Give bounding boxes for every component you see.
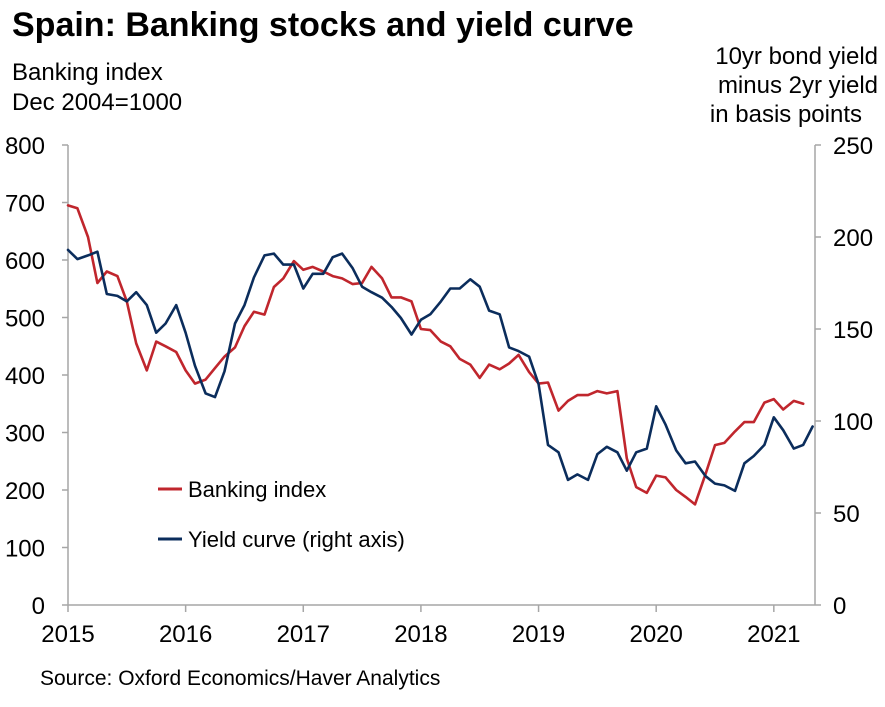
legend-yield-label: Yield curve (right axis) bbox=[188, 527, 405, 552]
left-axis-label-line-1: Banking index bbox=[12, 59, 163, 86]
y-left-tick-label: 100 bbox=[5, 536, 45, 563]
y-left-tick-label: 500 bbox=[5, 306, 45, 333]
x-tick-label: 2017 bbox=[277, 621, 330, 648]
y-right-tick-label: 100 bbox=[833, 409, 873, 436]
right-axis-label-line-3: in basis points bbox=[710, 101, 862, 128]
left-axis-label-line-2: Dec 2004=1000 bbox=[12, 89, 182, 116]
x-tick-label: 2018 bbox=[394, 621, 447, 648]
right-axis-label-line-1: 10yr bond yield bbox=[715, 43, 878, 70]
legend-banking-label: Banking index bbox=[188, 477, 326, 502]
y-left-tick-label: 800 bbox=[5, 133, 45, 160]
axes: 0 100 200 300 400 500 600 700 800 0 50 100 150 200 250… bbox=[5, 133, 873, 648]
x-tick-label: 2016 bbox=[159, 621, 212, 648]
x-tick-label: 2021 bbox=[747, 621, 800, 648]
right-axis-label-line-2: minus 2yr yield bbox=[718, 72, 878, 99]
banking-index-line bbox=[66, 204, 805, 506]
y-left-tick-label: 300 bbox=[5, 421, 45, 448]
x-tick-label: 2020 bbox=[629, 621, 682, 648]
y-right-tick-label: 250 bbox=[833, 133, 873, 160]
y-right-tick-label: 200 bbox=[833, 225, 873, 252]
yield-curve-line bbox=[66, 248, 814, 493]
y-right-tick-label: 50 bbox=[833, 501, 860, 528]
y-left-tick-label: 0 bbox=[32, 593, 45, 620]
x-tick-label: 2015 bbox=[41, 621, 94, 648]
y-right-tick-label: 150 bbox=[833, 317, 873, 344]
chart-title: Spain: Banking stocks and yield curve bbox=[12, 6, 634, 44]
x-tick-label: 2019 bbox=[512, 621, 565, 648]
source-note: Source: Oxford Economics/Haver Analytics bbox=[40, 667, 440, 690]
y-left-tick-label: 200 bbox=[5, 478, 45, 505]
y-left-tick-label: 600 bbox=[5, 248, 45, 275]
series-layer bbox=[66, 204, 814, 506]
y-left-tick-label: 700 bbox=[5, 191, 45, 218]
y-right-tick-label: 0 bbox=[833, 593, 846, 620]
y-left-tick-label: 400 bbox=[5, 363, 45, 390]
